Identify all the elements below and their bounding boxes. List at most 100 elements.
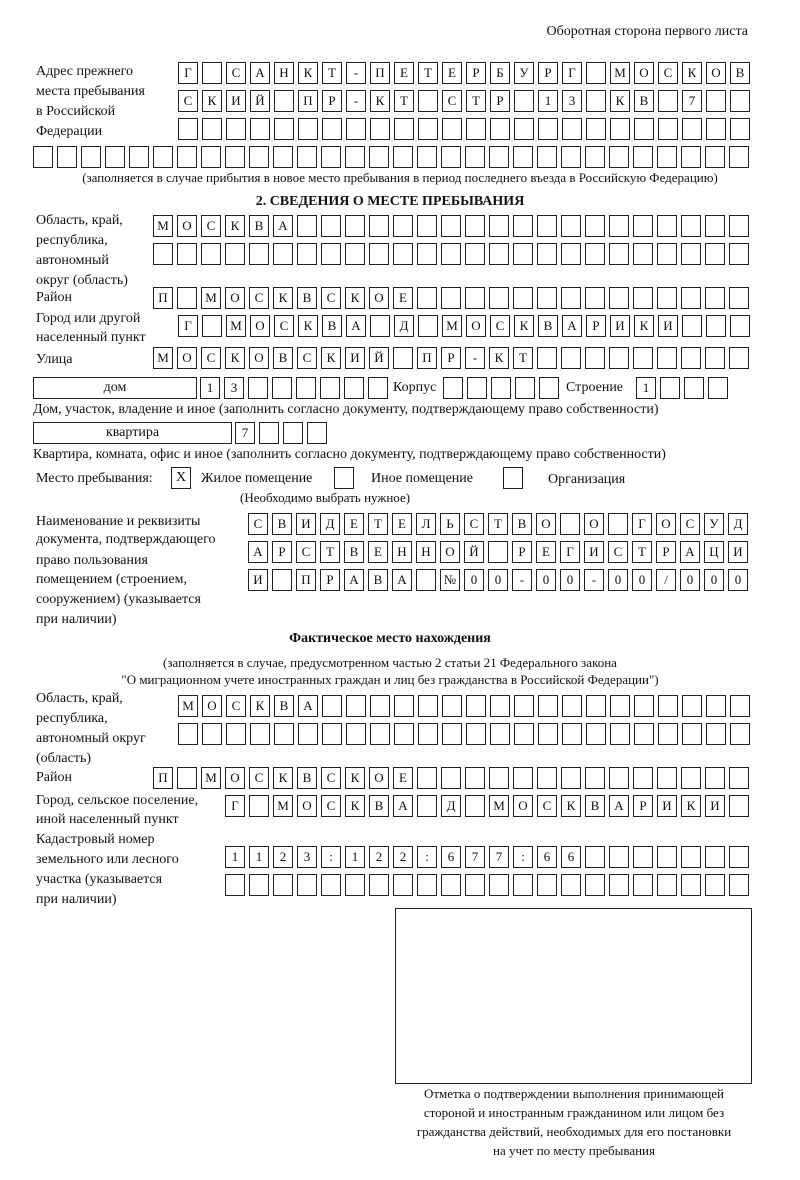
char-cell[interactable]: 6: [441, 846, 461, 868]
char-cell[interactable]: [321, 874, 341, 896]
char-cell[interactable]: [608, 513, 628, 535]
char-cell[interactable]: [682, 723, 702, 745]
char-cell[interactable]: К: [273, 767, 293, 789]
char-cell[interactable]: [513, 874, 533, 896]
char-cell[interactable]: 6: [561, 846, 581, 868]
char-cell[interactable]: А: [248, 541, 268, 563]
char-cell[interactable]: [609, 874, 629, 896]
char-cell[interactable]: [609, 347, 629, 369]
char-cell[interactable]: [705, 215, 725, 237]
char-cell[interactable]: [321, 215, 341, 237]
char-cell[interactable]: [513, 243, 533, 265]
char-cell[interactable]: К: [681, 795, 701, 817]
char-cell[interactable]: [441, 874, 461, 896]
char-cell[interactable]: [681, 215, 701, 237]
char-cell[interactable]: [298, 118, 318, 140]
char-cell[interactable]: Т: [513, 347, 533, 369]
char-cell[interactable]: [369, 215, 389, 237]
char-cell[interactable]: [538, 723, 558, 745]
char-cell[interactable]: В: [272, 513, 292, 535]
char-cell[interactable]: Р: [320, 569, 340, 591]
char-cell[interactable]: Н: [274, 62, 294, 84]
char-cell[interactable]: [259, 422, 279, 444]
char-cell[interactable]: А: [346, 315, 366, 337]
char-cell[interactable]: С: [608, 541, 628, 563]
char-cell[interactable]: [465, 795, 485, 817]
char-cell[interactable]: [442, 695, 462, 717]
char-cell[interactable]: 1: [249, 846, 269, 868]
char-cell[interactable]: [177, 243, 197, 265]
char-cell[interactable]: И: [728, 541, 748, 563]
char-cell[interactable]: [633, 846, 653, 868]
char-cell[interactable]: [586, 90, 606, 112]
char-cell[interactable]: М: [442, 315, 462, 337]
char-cell[interactable]: Т: [320, 541, 340, 563]
char-cell[interactable]: [682, 695, 702, 717]
char-cell[interactable]: [441, 146, 461, 168]
char-cell[interactable]: [633, 146, 653, 168]
char-cell[interactable]: [681, 243, 701, 265]
char-cell[interactable]: С: [321, 767, 341, 789]
flat-number-row[interactable]: 7: [235, 422, 327, 444]
char-cell[interactable]: [657, 767, 677, 789]
char-cell[interactable]: [369, 146, 389, 168]
char-cell[interactable]: Е: [344, 513, 364, 535]
char-cell[interactable]: [730, 118, 750, 140]
char-cell[interactable]: 1: [345, 846, 365, 868]
checkbox-organization[interactable]: [503, 467, 523, 489]
char-cell[interactable]: Й: [464, 541, 484, 563]
char-cell[interactable]: [706, 723, 726, 745]
char-cell[interactable]: [537, 874, 557, 896]
char-cell[interactable]: [465, 215, 485, 237]
char-cell[interactable]: [705, 243, 725, 265]
char-cell[interactable]: Р: [538, 62, 558, 84]
char-cell[interactable]: 1: [636, 377, 656, 399]
char-cell[interactable]: [585, 767, 605, 789]
char-cell[interactable]: В: [322, 315, 342, 337]
char-cell[interactable]: О: [369, 287, 389, 309]
char-cell[interactable]: О: [177, 215, 197, 237]
char-cell[interactable]: М: [489, 795, 509, 817]
char-cell[interactable]: [417, 146, 437, 168]
char-cell[interactable]: -: [465, 347, 485, 369]
char-cell[interactable]: [729, 874, 749, 896]
char-cell[interactable]: [393, 874, 413, 896]
char-cell[interactable]: [585, 146, 605, 168]
char-cell[interactable]: О: [440, 541, 460, 563]
char-cell[interactable]: [225, 243, 245, 265]
char-cell[interactable]: Р: [656, 541, 676, 563]
char-cell[interactable]: А: [562, 315, 582, 337]
char-cell[interactable]: Ь: [440, 513, 460, 535]
char-cell[interactable]: [561, 347, 581, 369]
char-cell[interactable]: Г: [632, 513, 652, 535]
char-cell[interactable]: [346, 118, 366, 140]
actual-region-row-2[interactable]: [178, 723, 750, 745]
char-cell[interactable]: С: [680, 513, 700, 535]
char-cell[interactable]: [657, 347, 677, 369]
char-cell[interactable]: [634, 695, 654, 717]
char-cell[interactable]: С: [296, 541, 316, 563]
char-cell[interactable]: Е: [394, 62, 414, 84]
char-cell[interactable]: [537, 243, 557, 265]
char-cell[interactable]: [514, 90, 534, 112]
char-cell[interactable]: 3: [297, 846, 317, 868]
char-cell[interactable]: [393, 243, 413, 265]
char-cell[interactable]: [416, 569, 436, 591]
char-cell[interactable]: [297, 146, 317, 168]
char-cell[interactable]: 0: [560, 569, 580, 591]
char-cell[interactable]: И: [657, 795, 677, 817]
char-cell[interactable]: У: [704, 513, 724, 535]
char-cell[interactable]: [586, 62, 606, 84]
char-cell[interactable]: [344, 377, 364, 399]
char-cell[interactable]: [706, 118, 726, 140]
char-cell[interactable]: [681, 146, 701, 168]
char-cell[interactable]: [610, 695, 630, 717]
char-cell[interactable]: [513, 767, 533, 789]
char-cell[interactable]: [345, 874, 365, 896]
char-cell[interactable]: [178, 723, 198, 745]
char-cell[interactable]: К: [225, 347, 245, 369]
char-cell[interactable]: В: [274, 695, 294, 717]
doc-row-3[interactable]: И П Р А В А № 0 0-0 0-0 0/0 0 0: [248, 569, 748, 591]
char-cell[interactable]: Н: [416, 541, 436, 563]
char-cell[interactable]: [657, 846, 677, 868]
